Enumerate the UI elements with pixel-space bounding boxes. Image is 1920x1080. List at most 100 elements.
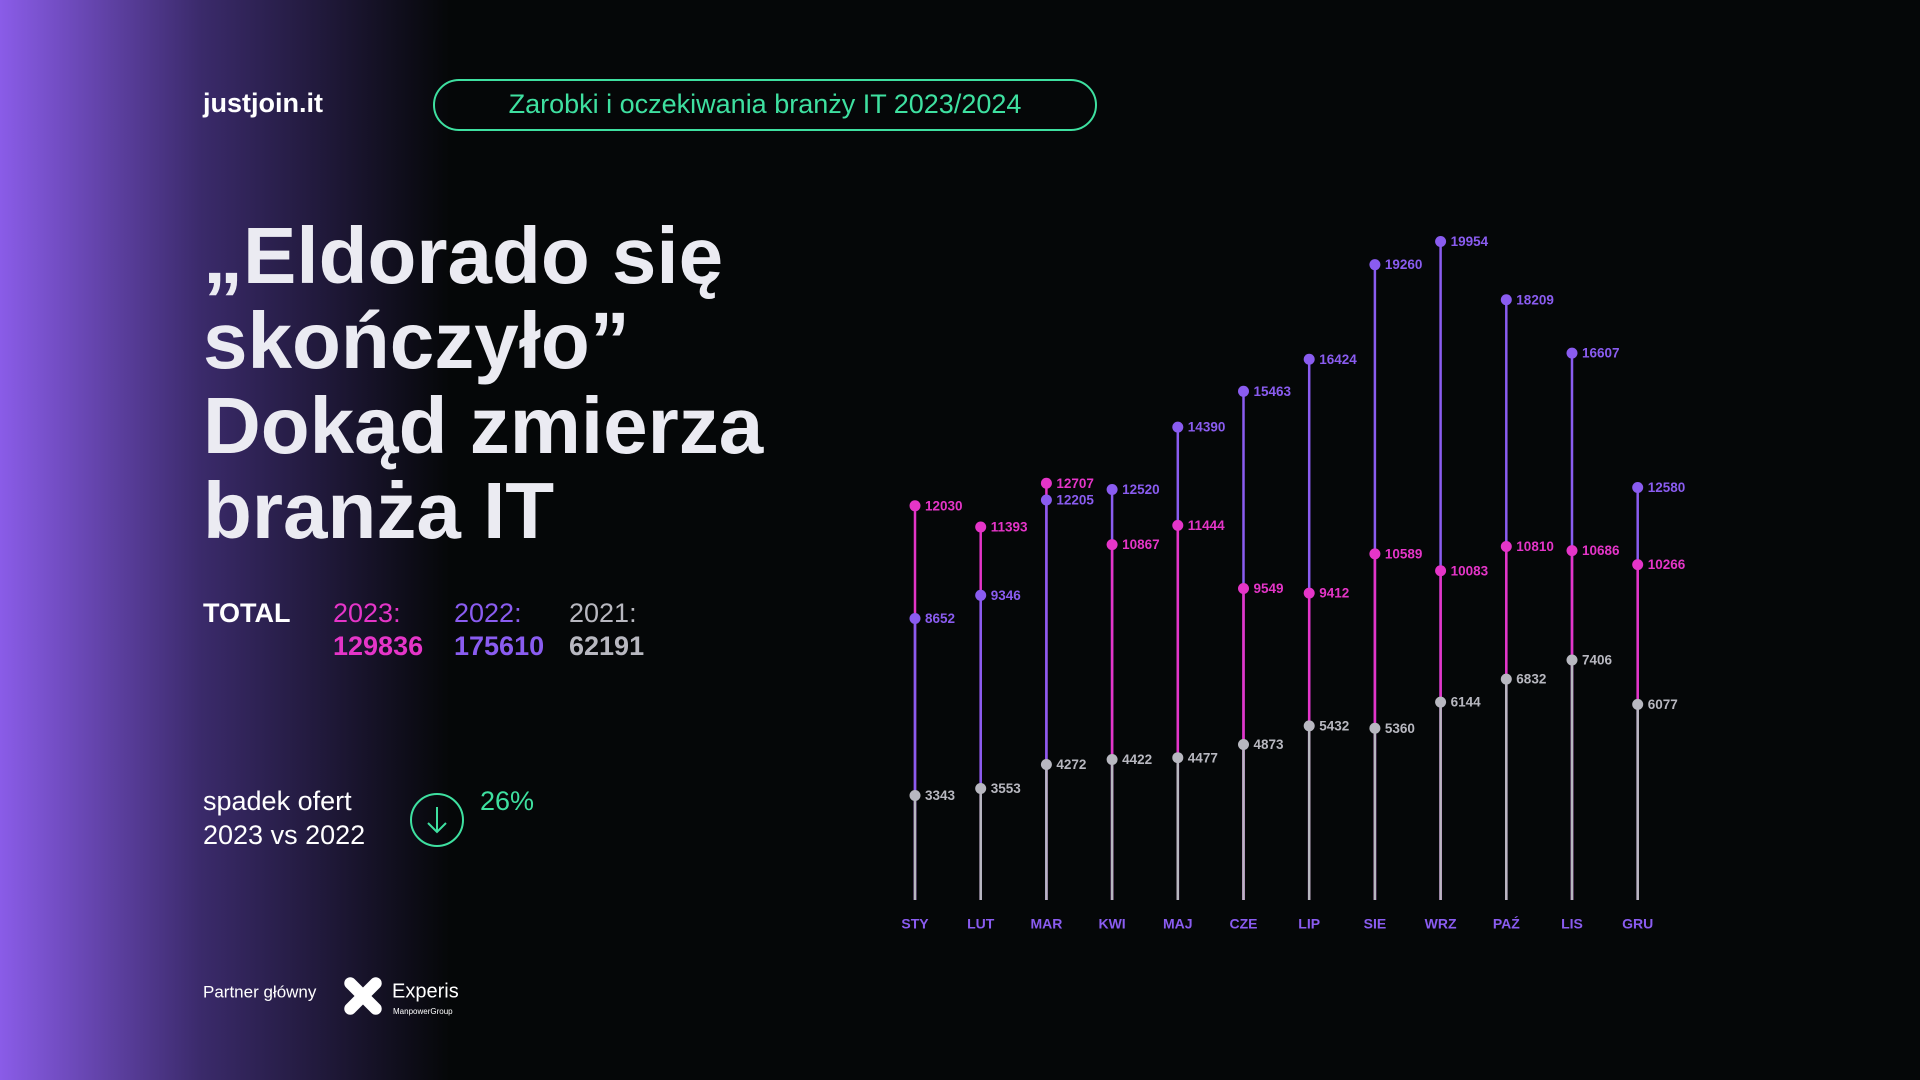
decline-arrow bbox=[427, 807, 447, 834]
data-label: 4477 bbox=[1188, 750, 1218, 765]
data-label: 10266 bbox=[1648, 557, 1686, 572]
dot bbox=[909, 500, 921, 512]
dot bbox=[1435, 565, 1447, 577]
dot bbox=[1369, 722, 1381, 734]
dot bbox=[909, 612, 921, 624]
x-tick-label: LIP bbox=[1298, 916, 1320, 932]
data-label: 10867 bbox=[1122, 537, 1160, 552]
data-label: 16424 bbox=[1319, 352, 1357, 367]
dot bbox=[1303, 587, 1315, 599]
headline-line: „Eldorado się bbox=[203, 211, 723, 300]
dot bbox=[1238, 738, 1249, 750]
partner-name: Experis bbox=[392, 980, 459, 1002]
dot bbox=[1172, 519, 1184, 531]
data-label: 6077 bbox=[1648, 697, 1678, 712]
data-label: 9346 bbox=[991, 588, 1022, 603]
x-tick-label: LIS bbox=[1561, 916, 1583, 932]
data-label: 10083 bbox=[1451, 563, 1489, 578]
decline-value: 26% bbox=[480, 786, 534, 816]
data-label: 19260 bbox=[1385, 257, 1423, 272]
headline-line: Dokąd zmierza bbox=[203, 381, 764, 470]
data-label: 18209 bbox=[1516, 292, 1554, 307]
partner-logo-mark bbox=[344, 977, 382, 1015]
data-label: 3343 bbox=[925, 788, 956, 803]
dot bbox=[1238, 385, 1249, 397]
data-label: 5432 bbox=[1319, 718, 1349, 733]
x-tick-label: STY bbox=[901, 916, 929, 932]
logo: justjoin.it bbox=[202, 88, 323, 118]
x-tick-label: LUT bbox=[967, 916, 995, 932]
dot bbox=[1238, 583, 1249, 595]
dot bbox=[1040, 759, 1052, 771]
dot bbox=[1632, 559, 1644, 571]
dot bbox=[975, 589, 987, 601]
dot bbox=[1106, 483, 1118, 495]
x-tick-label: GRU bbox=[1622, 916, 1653, 932]
data-label: 14390 bbox=[1188, 420, 1226, 435]
dot bbox=[1369, 548, 1381, 560]
total-value: 175610 bbox=[454, 631, 544, 661]
decline-text: 2023 vs 2022 bbox=[203, 820, 365, 850]
dot bbox=[1435, 696, 1447, 708]
data-label: 6144 bbox=[1451, 695, 1482, 710]
dot bbox=[1369, 259, 1381, 271]
dot bbox=[1566, 654, 1578, 666]
data-label: 12707 bbox=[1056, 476, 1094, 491]
data-label: 4422 bbox=[1122, 752, 1152, 767]
x-tick-label: SIE bbox=[1364, 916, 1387, 932]
dot bbox=[1106, 754, 1118, 766]
dot bbox=[1500, 673, 1512, 685]
dot bbox=[975, 783, 987, 795]
data-label: 8652 bbox=[925, 611, 955, 626]
data-label: 11393 bbox=[991, 520, 1028, 535]
data-label: 9549 bbox=[1254, 581, 1284, 596]
data-label: 6832 bbox=[1516, 672, 1546, 687]
dot bbox=[1500, 294, 1512, 306]
data-label: 10589 bbox=[1385, 546, 1423, 561]
data-label: 10686 bbox=[1582, 543, 1620, 558]
decline-icon bbox=[410, 793, 464, 847]
x-tick-label: CZE bbox=[1230, 916, 1258, 932]
headline: „Eldorado się skończyło” Dokąd zmierza b… bbox=[203, 211, 764, 555]
dot bbox=[1040, 477, 1052, 489]
dot bbox=[1500, 540, 1512, 552]
data-label: 11444 bbox=[1188, 518, 1225, 533]
x-tick-label: PAŹ bbox=[1493, 916, 1520, 932]
totals-label: TOTAL bbox=[203, 598, 291, 628]
total-value: 129836 bbox=[333, 631, 423, 661]
data-label: 5360 bbox=[1385, 721, 1415, 736]
total-value: 62191 bbox=[569, 631, 644, 661]
headline-line: branża IT bbox=[203, 466, 554, 555]
data-label: 12580 bbox=[1648, 480, 1686, 495]
logo-stroke bbox=[344, 977, 382, 1015]
data-label: 10810 bbox=[1516, 539, 1554, 554]
total-year: 2022: bbox=[454, 598, 522, 628]
dot bbox=[1632, 698, 1644, 710]
data-label: 4873 bbox=[1254, 737, 1285, 752]
data-label: 19954 bbox=[1451, 234, 1489, 249]
total-year: 2023: bbox=[333, 598, 401, 628]
dot bbox=[1172, 421, 1184, 433]
headline-line: skończyło” bbox=[203, 296, 630, 385]
chart: STY 12030 8652 3343 LUT 11393 9346 3553 MAR 12707… bbox=[901, 234, 1685, 932]
dot bbox=[909, 790, 921, 802]
data-label: 9412 bbox=[1319, 586, 1349, 601]
data-label: 12520 bbox=[1122, 482, 1160, 497]
data-label: 3553 bbox=[991, 781, 1022, 796]
totals: 2023:129836 2022:175610 2021:62191 bbox=[333, 598, 644, 661]
data-label: 12030 bbox=[925, 498, 963, 513]
x-tick-label: MAJ bbox=[1163, 916, 1193, 932]
data-label: 4272 bbox=[1056, 757, 1086, 772]
x-tick-label: WRZ bbox=[1425, 916, 1457, 932]
data-label: 15463 bbox=[1254, 384, 1292, 399]
total-year: 2021: bbox=[569, 598, 637, 628]
x-tick-label: KWI bbox=[1098, 916, 1125, 932]
dot bbox=[1106, 539, 1118, 551]
data-label: 16607 bbox=[1582, 346, 1620, 361]
dot bbox=[1435, 236, 1447, 248]
dot bbox=[1566, 545, 1578, 557]
dot bbox=[1566, 347, 1578, 359]
data-label: 7406 bbox=[1582, 653, 1613, 668]
